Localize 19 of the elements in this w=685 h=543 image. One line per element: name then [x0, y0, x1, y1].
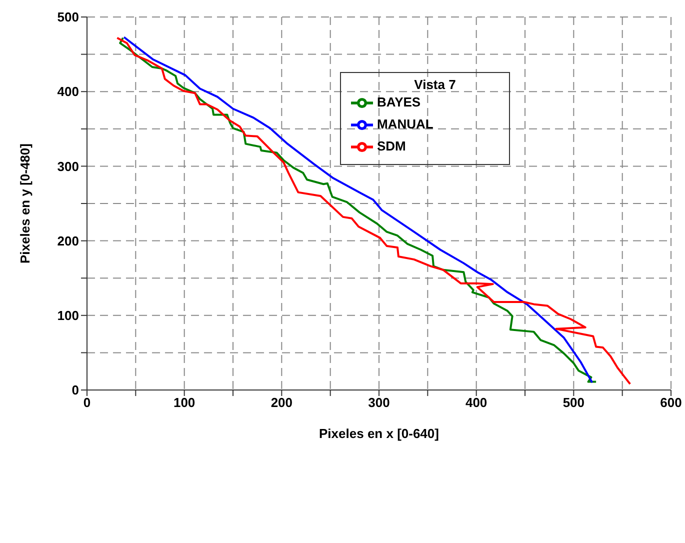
legend-title: Vista 7	[413, 77, 457, 92]
y-tick-label: 500	[57, 10, 79, 25]
x-tick-label: 500	[562, 395, 585, 410]
y-tick-label: 300	[57, 158, 79, 174]
y-tick-label: 400	[57, 84, 79, 100]
x-tick-label: 600	[660, 395, 682, 410]
x-tick-label: 400	[465, 395, 488, 410]
x-tick-label: 100	[173, 395, 196, 410]
x-tick-label: 0	[83, 395, 91, 410]
x-axis-title: Pixeles en x [0-640]	[319, 426, 439, 441]
x-tick-label: 300	[368, 395, 390, 410]
legend-label: MANUAL	[377, 116, 434, 132]
y-tick-label: 200	[57, 233, 79, 248]
legend-label: BAYES	[377, 94, 421, 110]
legend-label: SDM	[377, 138, 406, 154]
y-tick-label: 0	[72, 382, 79, 398]
x-tick-label: 200	[270, 395, 293, 410]
y-tick-label: 100	[57, 308, 79, 324]
y-axis-title: Pixeles en y [0-480]	[18, 144, 33, 264]
